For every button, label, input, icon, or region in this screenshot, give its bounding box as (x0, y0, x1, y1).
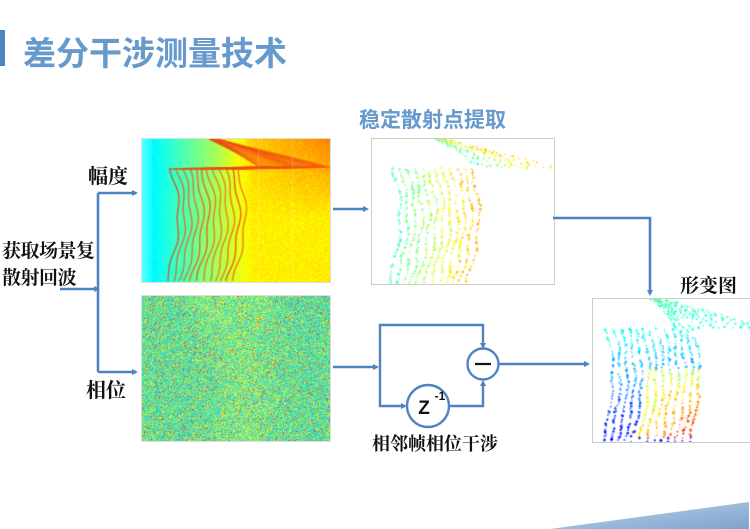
svg-text:Z: Z (418, 398, 430, 419)
svg-text:-1: -1 (435, 389, 446, 403)
